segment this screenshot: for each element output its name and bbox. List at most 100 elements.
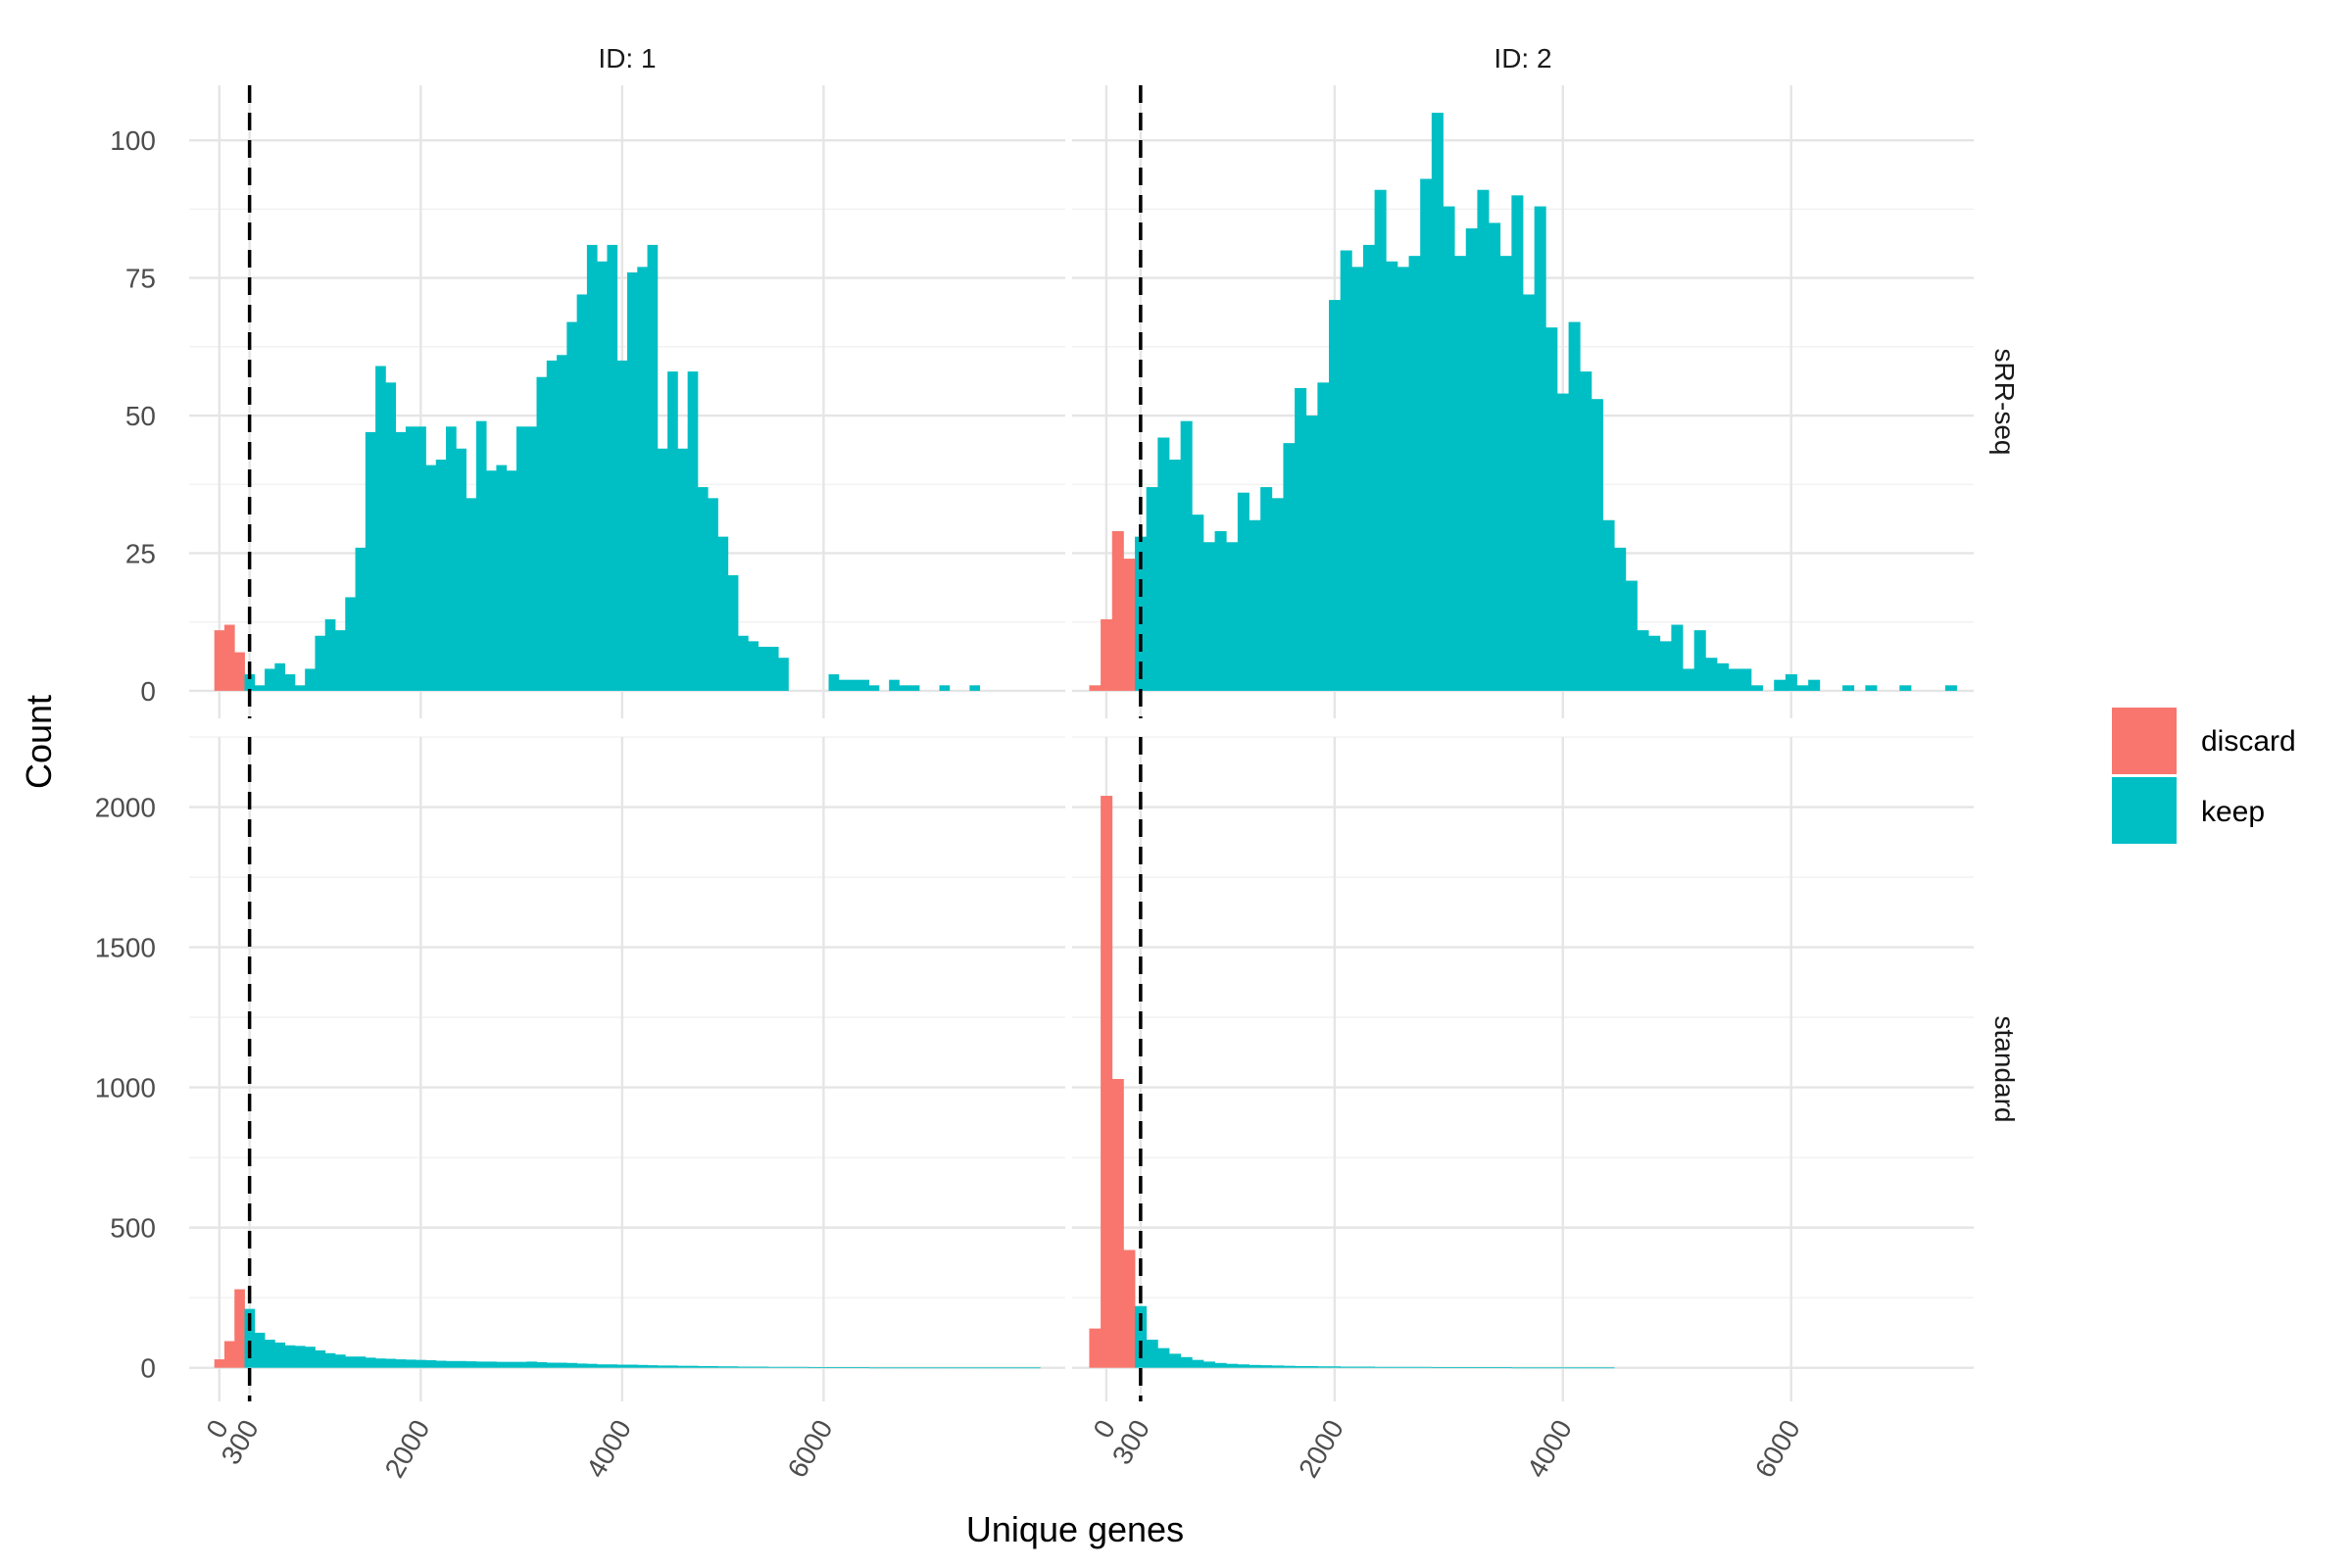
legend: discard keep	[2112, 708, 2296, 844]
x-tick-label: 6000	[1749, 1415, 1806, 1483]
bar-keep	[1591, 399, 1603, 691]
bar-keep	[1477, 1367, 1490, 1368]
bar-keep	[687, 371, 699, 691]
bar-keep	[868, 1367, 880, 1369]
bar-keep	[475, 1361, 487, 1368]
bar-keep	[305, 1347, 316, 1368]
bar-keep	[1808, 679, 1821, 691]
bar-keep	[1180, 1356, 1193, 1368]
bar-keep	[526, 1361, 537, 1368]
bar-keep	[1443, 206, 1455, 691]
x-tick-label: 4000	[580, 1415, 637, 1483]
bar-keep	[798, 1366, 809, 1368]
bar-keep	[1135, 1305, 1148, 1368]
bar-keep	[1249, 1364, 1261, 1368]
bar-keep	[1511, 1367, 1524, 1369]
bar-keep	[969, 1367, 981, 1369]
bar-keep	[1226, 542, 1239, 691]
bar-keep	[1671, 624, 1684, 691]
bar-keep	[1420, 1366, 1433, 1368]
bar-keep	[717, 536, 729, 691]
bar-keep	[355, 547, 367, 691]
panel-id-1-standard	[189, 736, 1065, 1401]
strip-srr-seq: sRR-seq	[1989, 349, 2020, 456]
bar-keep	[274, 662, 286, 691]
bar-keep	[1305, 1365, 1318, 1368]
bar-keep	[1534, 206, 1546, 691]
bar-discard	[1101, 618, 1113, 691]
bar-keep	[1489, 222, 1501, 691]
bar-keep	[818, 1367, 829, 1368]
bar-keep	[496, 1361, 508, 1368]
bar-keep	[496, 465, 508, 691]
bar-keep	[466, 498, 477, 691]
bar-keep	[1705, 658, 1718, 691]
bar-discard	[223, 1341, 235, 1368]
bar-keep	[1283, 1365, 1296, 1368]
bar-keep	[1865, 685, 1878, 691]
bar-keep	[657, 448, 668, 691]
x-tick-label: 2000	[379, 1415, 436, 1483]
bar-keep	[989, 1367, 1001, 1369]
bar-keep	[908, 1367, 920, 1369]
bar-keep	[858, 679, 870, 691]
bar-keep	[616, 1364, 628, 1368]
bar-keep	[315, 1349, 326, 1368]
bar-keep	[475, 420, 487, 691]
y-tick-label: 1500	[95, 933, 156, 963]
bar-keep	[345, 597, 356, 691]
bar-keep	[536, 1361, 548, 1368]
bar-keep	[1146, 1340, 1158, 1368]
bar-keep	[1602, 1367, 1615, 1369]
bar-keep	[667, 1365, 678, 1368]
bar-keep	[727, 1366, 739, 1368]
bar-keep	[1591, 1367, 1603, 1369]
bar-keep	[758, 1366, 769, 1368]
bar-keep	[1157, 1348, 1170, 1368]
bar-discard	[1089, 685, 1102, 691]
y-tick-label: 75	[125, 264, 156, 294]
bar-keep	[939, 1367, 951, 1369]
bar-keep	[1842, 685, 1855, 691]
bar-keep	[1648, 635, 1661, 691]
bar-keep	[1295, 1365, 1307, 1368]
bar-keep	[1580, 1367, 1592, 1369]
y-tick-label: 100	[110, 125, 156, 156]
bar-keep	[435, 459, 447, 691]
bar-keep	[1774, 679, 1787, 691]
bar-keep	[1489, 1367, 1501, 1368]
bar-keep	[546, 1362, 558, 1368]
bar-discard	[1123, 559, 1136, 691]
bar-keep	[727, 574, 739, 691]
bar-keep	[1683, 668, 1695, 691]
bar-keep	[1019, 1367, 1031, 1369]
bar-keep	[1317, 1366, 1330, 1368]
bar-keep	[1168, 459, 1182, 691]
bar-keep	[324, 618, 336, 691]
bar-keep	[1386, 1366, 1398, 1368]
bar-keep	[1329, 1366, 1342, 1368]
bar-keep	[1740, 668, 1752, 691]
bar-keep	[284, 674, 296, 691]
bar-keep	[1511, 195, 1524, 691]
bar-keep	[1214, 531, 1227, 691]
bar-keep	[566, 1362, 578, 1368]
bar-keep	[788, 1366, 800, 1368]
legend-label-discard: discard	[2201, 725, 2296, 758]
strip-id-2: ID: 2	[1494, 43, 1551, 74]
bar-keep	[828, 1367, 840, 1368]
bar-keep	[908, 685, 920, 691]
bar-keep	[1796, 685, 1809, 691]
bar-keep	[1168, 1353, 1182, 1368]
bar-discard	[234, 1289, 245, 1368]
bar-keep	[405, 426, 416, 691]
bar-discard	[1089, 1328, 1102, 1368]
bar-keep	[1637, 630, 1649, 691]
bar-keep	[486, 1361, 497, 1368]
bar-keep	[1465, 1367, 1478, 1368]
bar-keep	[687, 1365, 699, 1368]
bar-keep	[1340, 250, 1352, 691]
bar-keep	[385, 1358, 397, 1368]
bar-keep	[1556, 1367, 1569, 1369]
bar-keep	[828, 674, 840, 691]
